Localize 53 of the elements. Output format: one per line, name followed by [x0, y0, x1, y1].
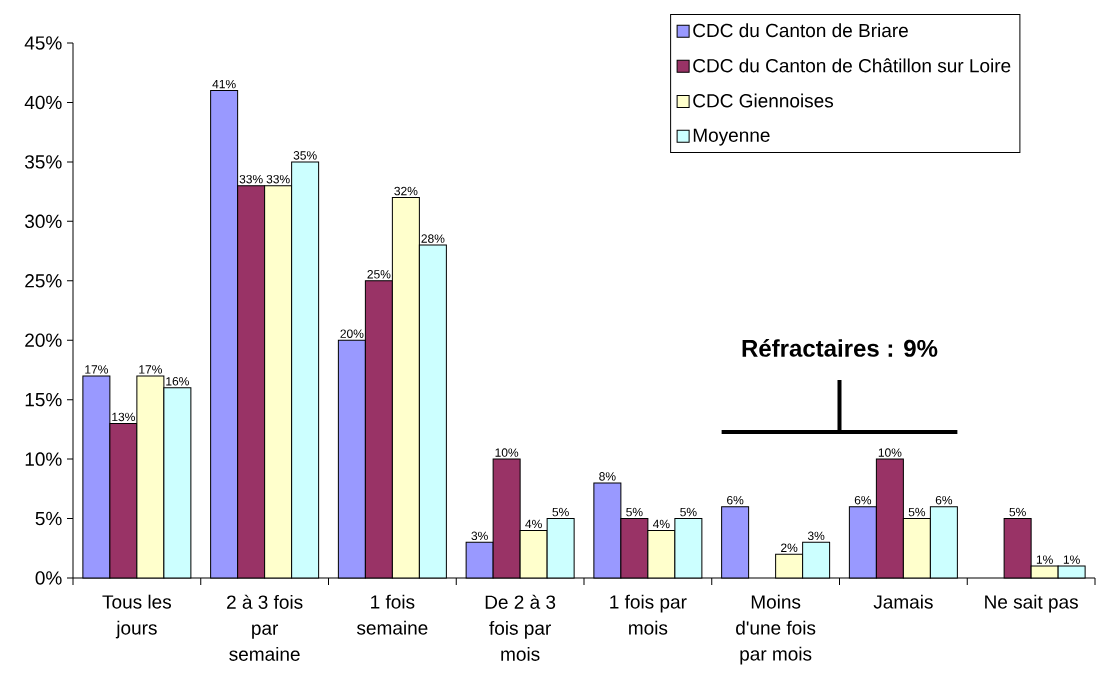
- data-label: 20%: [340, 329, 364, 338]
- data-label: 5%: [552, 507, 569, 517]
- data-label: 8%: [599, 472, 616, 481]
- data-label: 35%: [293, 151, 317, 160]
- y-tick-label: 30%: [25, 214, 62, 229]
- y-tick-label: 25%: [25, 274, 62, 288]
- legend-label: CDC du Canton de Briare: [693, 23, 908, 38]
- y-tick-label: 10%: [25, 452, 62, 466]
- data-label: 33%: [266, 174, 290, 184]
- data-label: 17%: [139, 365, 162, 374]
- data-label: 1%: [1063, 555, 1080, 564]
- x-tick-label: De 2 à 3 fois par mois: [485, 594, 556, 661]
- y-tick-label: 5%: [35, 511, 62, 526]
- data-label: 6%: [935, 495, 953, 505]
- legend-label: CDC du Canton de Châtillon sur Loire: [693, 58, 1011, 73]
- data-label: 6%: [727, 495, 744, 505]
- data-label: 10%: [495, 448, 519, 457]
- legend-label: Moyenne: [693, 128, 770, 146]
- y-tick-label: 45%: [24, 36, 62, 50]
- x-tick-label: Jamais: [873, 594, 933, 609]
- data-label: 28%: [421, 234, 445, 243]
- y-tick-label: 40%: [24, 95, 62, 110]
- data-label: 16%: [166, 377, 189, 386]
- x-tick-label: 2 à 3 fois par semaine: [227, 594, 303, 661]
- data-label: 32%: [394, 186, 418, 196]
- y-tick-label: 15%: [25, 392, 62, 407]
- data-label: 3%: [471, 531, 488, 541]
- x-tick-label: Ne sait pas: [985, 594, 1078, 613]
- data-label: 17%: [85, 365, 108, 374]
- y-tick-label: 20%: [25, 333, 62, 347]
- legend-label: CDC Giennoises: [693, 93, 834, 108]
- data-label: 5%: [908, 507, 926, 517]
- data-label: 6%: [854, 495, 872, 505]
- data-label: 25%: [367, 270, 391, 279]
- data-label: 33%: [239, 174, 263, 184]
- x-tick-label: Tous les jours: [102, 594, 172, 639]
- data-label: 2%: [781, 543, 798, 552]
- x-tick-label: Moins d'une fois par mois: [736, 594, 816, 665]
- data-label: 5%: [626, 507, 643, 517]
- x-tick-label: 1 fois semaine: [356, 594, 428, 635]
- data-label: 5%: [1009, 507, 1026, 517]
- data-label: 10%: [878, 448, 902, 457]
- data-label: 4%: [652, 519, 670, 529]
- data-label: 1%: [1036, 555, 1053, 564]
- data-label: 4%: [525, 519, 542, 529]
- y-tick-label: 35%: [25, 155, 62, 169]
- x-tick-label: 1 fois par mois: [610, 594, 687, 635]
- y-tick-label: 0%: [35, 571, 62, 585]
- annotation: Réfractaires : 9%: [742, 339, 938, 357]
- data-label: 13%: [112, 412, 135, 422]
- data-label: 5%: [680, 507, 697, 517]
- data-label: 41%: [212, 79, 236, 89]
- data-label: 3%: [807, 531, 825, 541]
